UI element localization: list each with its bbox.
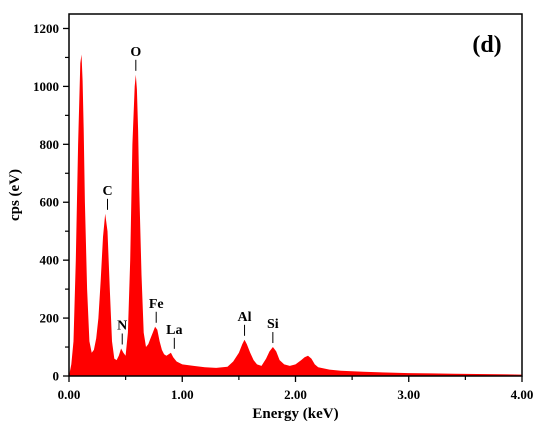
x-tick-label: 2.00 (284, 387, 307, 402)
x-tick-label: 3.00 (397, 387, 420, 402)
x-tick-label: 0.00 (58, 387, 81, 402)
y-axis-ticks: 0 200 400 600 800 1000 1200 (33, 21, 69, 384)
y-axis-title: cps (eV) (7, 169, 23, 221)
x-axis-ticks: 0.00 1.00 2.00 3.00 4.00 (58, 376, 534, 402)
y-tick-label: 200 (40, 311, 60, 326)
y-tick-label: 600 (40, 195, 60, 210)
spectrum-area (69, 54, 522, 376)
peak-label: Al (238, 310, 252, 325)
peak-label: La (166, 323, 182, 338)
y-tick-label: 800 (40, 137, 60, 152)
y-tick-label: 400 (40, 253, 60, 268)
peak-label: C (102, 184, 112, 199)
peak-label: Si (267, 317, 279, 332)
x-axis-title: Energy (keV) (252, 406, 338, 422)
y-tick-label: 1000 (33, 79, 59, 94)
y-tick-label: 1200 (33, 21, 59, 36)
x-tick-label: 4.00 (511, 387, 534, 402)
panel-label: (d) (472, 32, 501, 58)
peak-label: Fe (149, 297, 164, 312)
peak-label: O (130, 45, 141, 60)
x-tick-label: 1.00 (171, 387, 194, 402)
y-tick-label: 0 (53, 369, 60, 384)
peak-label: N (117, 318, 127, 333)
plot-area (69, 54, 522, 376)
